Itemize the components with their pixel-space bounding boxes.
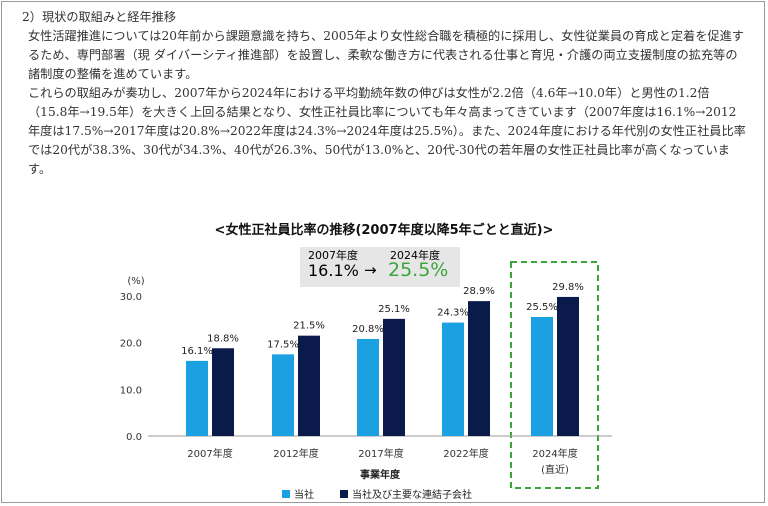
callout-from-value: 16.1% xyxy=(308,261,359,280)
bar-consolidated xyxy=(557,296,579,436)
legend-swatch xyxy=(282,490,290,498)
data-label: 25.5% xyxy=(526,302,558,313)
bar-company xyxy=(272,354,294,436)
bar-consolidated xyxy=(468,301,490,436)
data-label: 17.5% xyxy=(267,339,299,350)
bar-consolidated xyxy=(383,318,405,436)
data-label: 24.3% xyxy=(437,308,469,319)
x-tick-label: 2017年度 xyxy=(358,447,403,460)
highlight-box xyxy=(510,261,599,489)
x-tick-label: 2012年度 xyxy=(273,447,318,460)
bar-company xyxy=(442,322,464,436)
legend-swatch xyxy=(340,490,348,498)
callout-to-label: 2024年度 xyxy=(390,249,440,262)
legend-label: 当社 xyxy=(294,488,314,501)
data-label: 20.8% xyxy=(352,324,384,335)
paragraph-2: これらの取組みが奏功し、2007年から2024年における平均勤続年数の伸びは女性… xyxy=(28,86,746,176)
data-label: 16.1% xyxy=(181,346,213,357)
data-label: 21.5% xyxy=(293,321,325,332)
chart-title: <女性正社員比率の推移(2007年度以降5年ごとと直近)> xyxy=(214,223,554,238)
data-label: 18.8% xyxy=(207,333,239,344)
y-axis-unit: (%) xyxy=(127,276,144,287)
x-tick-sublabel: (直近) xyxy=(541,463,569,476)
paragraph-1: 女性活躍推進については20年前から課題意識を持ち、2005年より女性総合職を積極… xyxy=(28,29,744,81)
y-tick-label: 0.0 xyxy=(126,432,142,443)
y-tick-label: 30.0 xyxy=(120,292,142,303)
data-label: 28.9% xyxy=(463,286,495,297)
x-tick-label: 2007年度 xyxy=(187,447,232,460)
bar-consolidated xyxy=(298,335,320,436)
data-label: 29.8% xyxy=(552,282,584,293)
arrow-icon: → xyxy=(364,261,377,279)
y-tick-label: 20.0 xyxy=(120,339,142,350)
bar-company xyxy=(357,338,379,436)
x-tick-label: 2024年度 xyxy=(532,447,577,460)
bar-consolidated xyxy=(212,348,234,436)
legend-label: 当社及び主要な連結子会社 xyxy=(352,488,472,501)
bar-company xyxy=(531,317,553,436)
callout-from-label: 2007年度 xyxy=(308,249,358,262)
data-label: 25.1% xyxy=(378,304,410,315)
body-text: 2）現状の取組みと経年推移 女性活躍推進については20年前から課題意識を持ち、2… xyxy=(22,8,748,179)
bar-company xyxy=(186,360,208,436)
y-tick-label: 10.0 xyxy=(120,385,142,396)
section-heading: 2）現状の取組みと経年推移 xyxy=(22,10,177,24)
callout-box: 2007年度 16.1% → 2024年度 25.5% xyxy=(300,247,460,287)
x-tick-label: 2022年度 xyxy=(443,447,488,460)
callout-to-value: 25.5% xyxy=(388,259,449,281)
x-axis-title: 事業年度 xyxy=(360,468,401,481)
